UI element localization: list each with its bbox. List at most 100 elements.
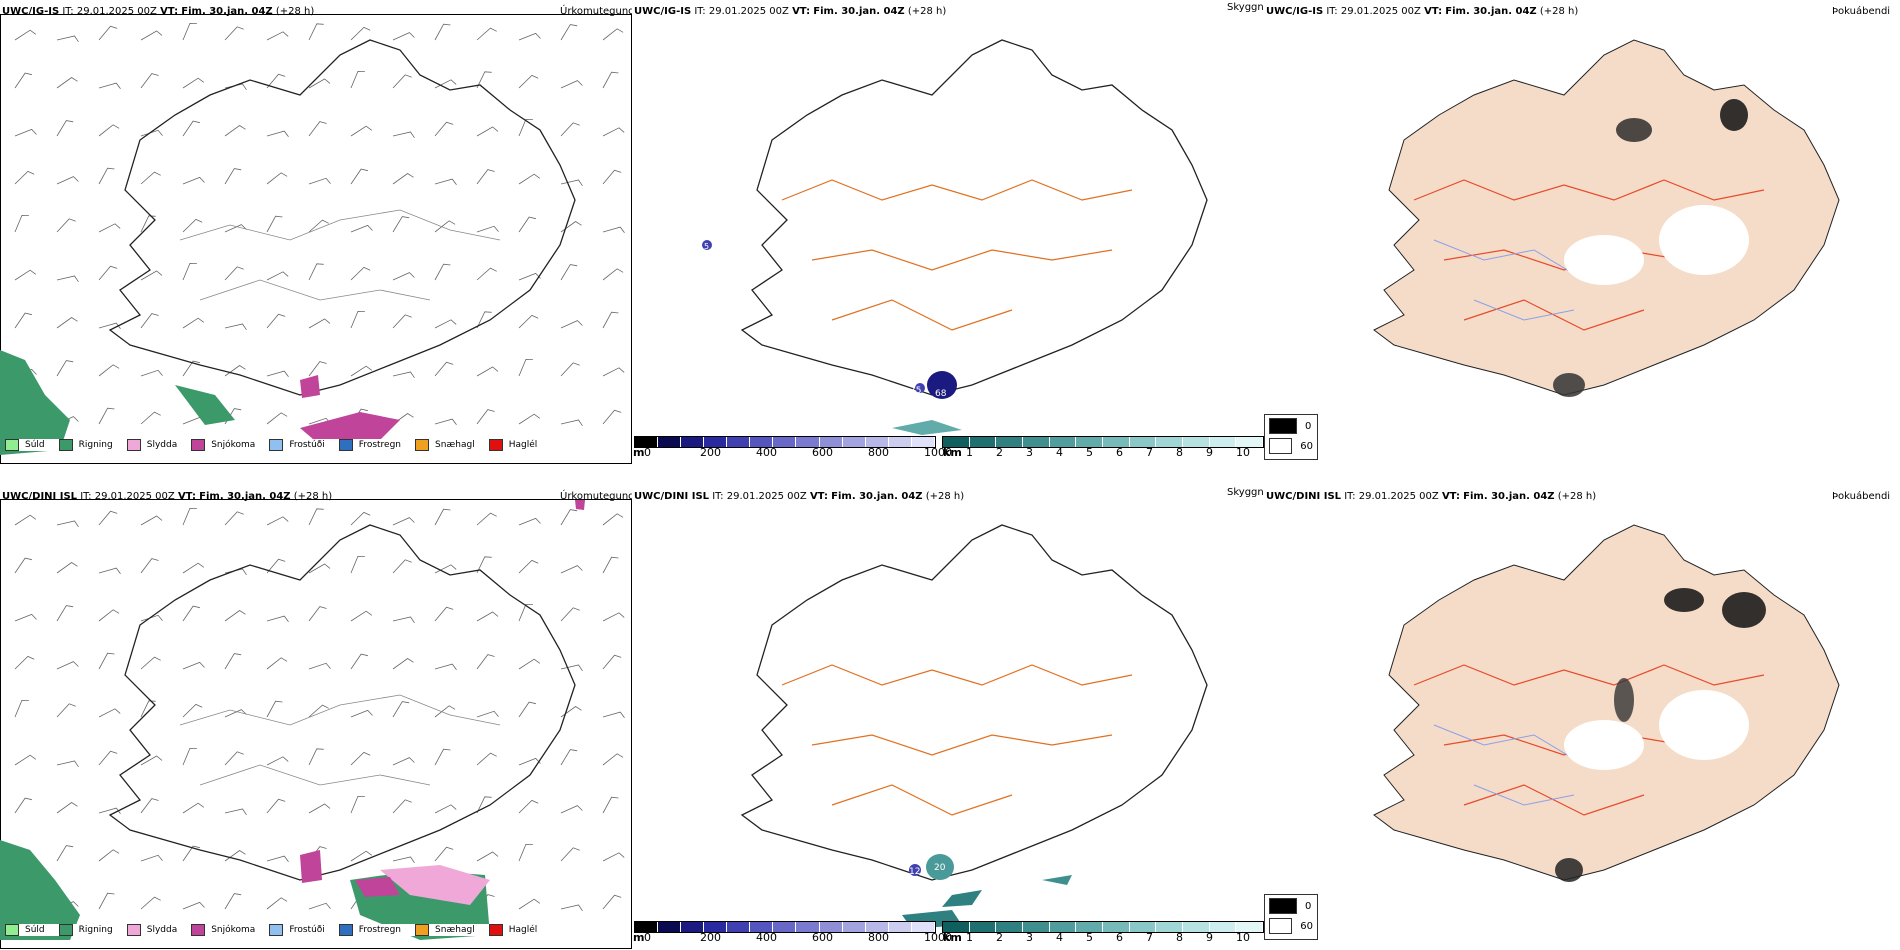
wind-barb <box>392 173 414 185</box>
wind-barb <box>476 225 499 233</box>
wind-barb <box>14 613 37 622</box>
wind-barb <box>308 563 331 574</box>
colorbar-cell <box>996 922 1023 932</box>
visibility-map: 12 20 <box>740 524 1208 929</box>
wind-barb <box>266 615 289 622</box>
colorbar-cell <box>750 437 774 447</box>
colorbar-cell <box>1129 922 1157 932</box>
wind-barb <box>182 703 203 718</box>
wind-barb <box>98 124 120 137</box>
wind-barb <box>308 508 324 526</box>
wind-barb <box>266 313 286 329</box>
wind-barb <box>140 369 163 377</box>
colorbar-tick: 3 <box>1026 931 1033 944</box>
wind-barb <box>350 653 368 670</box>
colorbar-tick: 400 <box>756 446 777 459</box>
wind-barb <box>560 847 580 862</box>
precip-legend-item: Haglél <box>488 924 537 936</box>
wind-barb <box>14 797 32 814</box>
colorbar-cell <box>1156 437 1183 447</box>
colorbar-cell <box>727 437 751 447</box>
legend-label: 60 <box>1300 440 1313 452</box>
wind-barb <box>56 562 78 574</box>
wind-barb <box>182 262 197 281</box>
visibility-map: 75 68 5 <box>702 39 1208 435</box>
wind-barb <box>434 319 457 329</box>
colorbar-tick: 0 <box>644 446 651 459</box>
legend-swatch <box>5 924 19 936</box>
legend-label: Haglél <box>508 440 538 450</box>
legend-swatch <box>338 439 353 451</box>
wind-barbs <box>14 507 625 912</box>
legend-swatch <box>1269 418 1297 434</box>
legend-label: Frostúði <box>289 440 325 450</box>
precip-panel-top: UWC/IG-IS IT: 29.01.2025 00Z VT: Fim. 30… <box>0 0 632 465</box>
colorbar-cell <box>1102 922 1130 932</box>
fog-legend: 0 60 <box>1264 894 1318 940</box>
wind-barb <box>560 706 582 718</box>
wind-barb <box>56 317 78 329</box>
wind-barb <box>98 223 121 233</box>
colorbar-cell <box>888 437 912 447</box>
wind-barb <box>350 511 371 526</box>
wind-barb <box>476 851 499 862</box>
precip-type-legend: Súld Rigning Slydda Snjókoma Frostúði Frostre… <box>5 924 550 936</box>
wind-barb <box>602 71 619 89</box>
precip-legend-item: Snjókoma <box>191 439 255 451</box>
wind-barb <box>350 125 373 137</box>
wind-barb <box>434 178 457 185</box>
wind-barb <box>602 127 625 137</box>
legend-swatch <box>1269 438 1293 454</box>
wind-barb <box>182 901 205 910</box>
colorbar-cell <box>727 922 751 932</box>
wind-barb <box>14 214 29 233</box>
wind-barb <box>434 663 457 670</box>
colorbar-tick: 1 <box>966 931 973 944</box>
colorbar-tick: 4 <box>1056 931 1063 944</box>
precip-legend-item: Frostregn <box>338 924 401 936</box>
wind-barb <box>140 313 159 329</box>
wind-barb <box>266 172 288 185</box>
wind-barb <box>182 77 205 89</box>
colorbar-tick: 1000 <box>924 446 952 459</box>
wind-barb <box>140 73 159 89</box>
visibility-colorbar <box>942 921 1264 933</box>
wind-barb <box>392 131 415 139</box>
wind-barb <box>602 513 624 526</box>
panel-header: UWC/DINI ISL IT: 29.01.2025 00Z VT: Fim.… <box>634 491 965 502</box>
wind-barb <box>602 711 625 718</box>
wind-barb <box>350 709 373 718</box>
colorbar-cell <box>1182 922 1210 932</box>
wind-barb <box>350 26 371 41</box>
colorbar-tick: 400 <box>756 931 777 944</box>
colorbar-cell <box>704 922 728 932</box>
colorbar-tick: 4 <box>1056 446 1063 459</box>
legend-label: Frostúði <box>289 925 325 935</box>
legend-swatch <box>269 924 284 936</box>
wind-barb <box>308 23 324 41</box>
wind-barb <box>14 754 37 766</box>
legend-swatch <box>1269 918 1293 934</box>
wind-barb <box>140 854 163 862</box>
wind-barb <box>602 409 622 425</box>
wind-barb <box>560 419 583 427</box>
colorbar-cell <box>911 922 935 932</box>
wind-barb <box>518 559 539 574</box>
wind-barb <box>182 22 197 41</box>
wind-barb <box>434 705 456 718</box>
wind-barb <box>140 515 163 526</box>
wind-barb <box>560 122 580 137</box>
legend-label: 60 <box>1300 920 1313 932</box>
panel-title: Úrkomutegund <box>560 491 632 502</box>
colorbar-tick: 9 <box>1206 446 1213 459</box>
precip-legend-item: Frostúði <box>269 924 325 936</box>
wind-barb <box>476 27 497 41</box>
colorbar-tick: 7 <box>1146 446 1153 459</box>
wind-barb <box>140 171 161 185</box>
elevation-label: 12 <box>909 867 920 877</box>
wind-barb <box>392 658 414 670</box>
wind-barb <box>434 508 451 526</box>
colorbar-unit: km <box>943 446 962 459</box>
wind-barb <box>56 275 79 283</box>
wind-barb <box>224 751 244 766</box>
